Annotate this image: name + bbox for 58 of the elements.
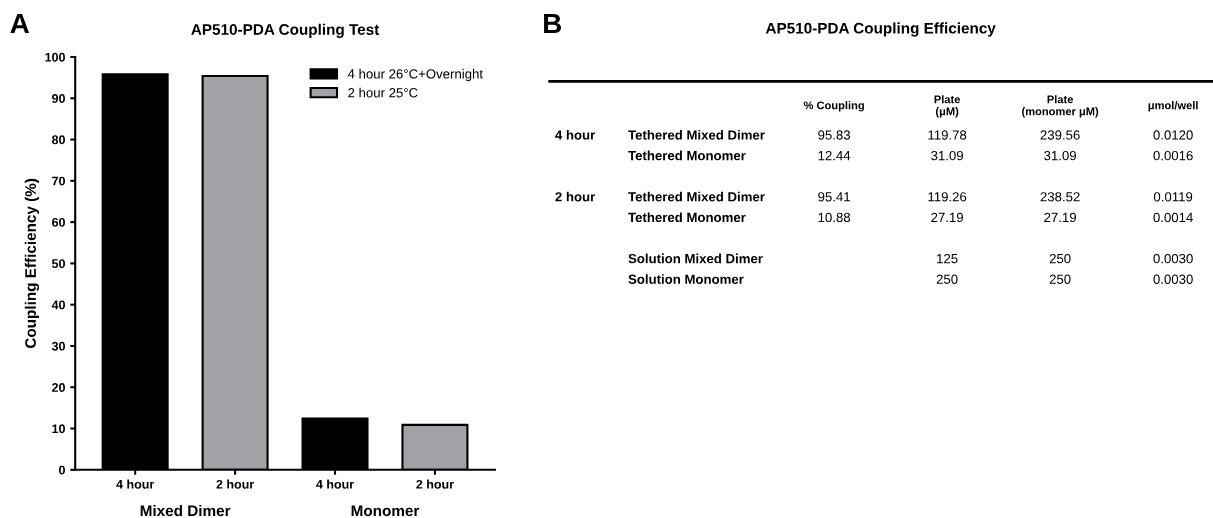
text: 0.0119 (1153, 192, 1193, 202)
y-tick-label: 60 (52, 217, 65, 227)
text: 0.0016 (1153, 150, 1193, 161)
category-label: 4 hour (555, 129, 596, 140)
category-label: Solution Monomer (628, 274, 744, 284)
text: 10.88 (818, 212, 851, 223)
category-label: Tethered Mixed Dimer (628, 191, 765, 202)
text: 238.52 (1040, 192, 1080, 202)
y-axis-title: Coupling Efficiency (%) (24, 178, 40, 349)
x-tick-label: 4 hour (316, 479, 354, 489)
x-tick-label: 4 hour (116, 479, 155, 489)
category-label: Plate (μM) (934, 95, 961, 118)
text: 250 (936, 274, 958, 284)
text: 239.56 (1040, 130, 1080, 140)
text: 12.44 (818, 150, 851, 161)
y-tick-label: 0 (59, 465, 65, 475)
text: 95.83 (818, 130, 851, 140)
category-label: Solution Mixed Dimer (628, 253, 763, 264)
category-label: Tethered Monomer (628, 150, 746, 161)
text: Monomer (351, 505, 420, 517)
text: 0.0014 (1153, 212, 1193, 223)
y-tick-label: 70 (52, 176, 65, 186)
text: B (544, 13, 562, 34)
text: 27.19 (931, 212, 963, 223)
text: 250 (1049, 253, 1071, 264)
legend-label: 2 hour 25°C (348, 87, 418, 98)
chart-title: AP510-PDA Coupling Test (191, 23, 380, 38)
y-tick-label: 100 (45, 52, 65, 62)
category-label: μmol/well (1148, 101, 1198, 112)
legend-label: 4 hour 26°C+Overnight (347, 68, 483, 82)
text: AP510-PDA Coupling Efficiency (765, 22, 996, 37)
text: 0.0030 (1153, 274, 1193, 284)
text: 0.0120 (1153, 130, 1193, 140)
text: 250 (1049, 274, 1071, 284)
y-tick-label: 90 (52, 94, 65, 103)
text: 0.0030 (1153, 253, 1193, 264)
y-tick-label: 80 (51, 135, 65, 145)
y-tick-label: 20 (52, 383, 65, 392)
text: 95.41 (818, 192, 850, 202)
text: 31.09 (931, 150, 963, 161)
category-label: Plate (monomer μM) (1022, 95, 1099, 118)
y-tick-label: 40 (51, 300, 65, 310)
text: 27.19 (1044, 212, 1076, 223)
y-tick-label: 50 (51, 259, 65, 269)
text: 119.26 (928, 192, 967, 202)
text: 125 (937, 253, 958, 264)
y-tick-label: 10 (52, 424, 65, 434)
text: 31.09 (1044, 150, 1076, 161)
category-label: Tethered Monomer (628, 212, 746, 223)
category-label: % Coupling (803, 101, 864, 112)
category-label: Tethered Mixed Dimer (628, 129, 765, 140)
y-tick-label: 30 (51, 341, 65, 351)
text: Mixed Dimer (140, 504, 231, 517)
text: 119.78 (928, 130, 967, 140)
text: A (10, 13, 30, 34)
x-tick-label: 2 hour (216, 479, 254, 489)
x-tick-label: 2 hour (416, 479, 454, 489)
category-label: 2 hour (555, 191, 596, 202)
